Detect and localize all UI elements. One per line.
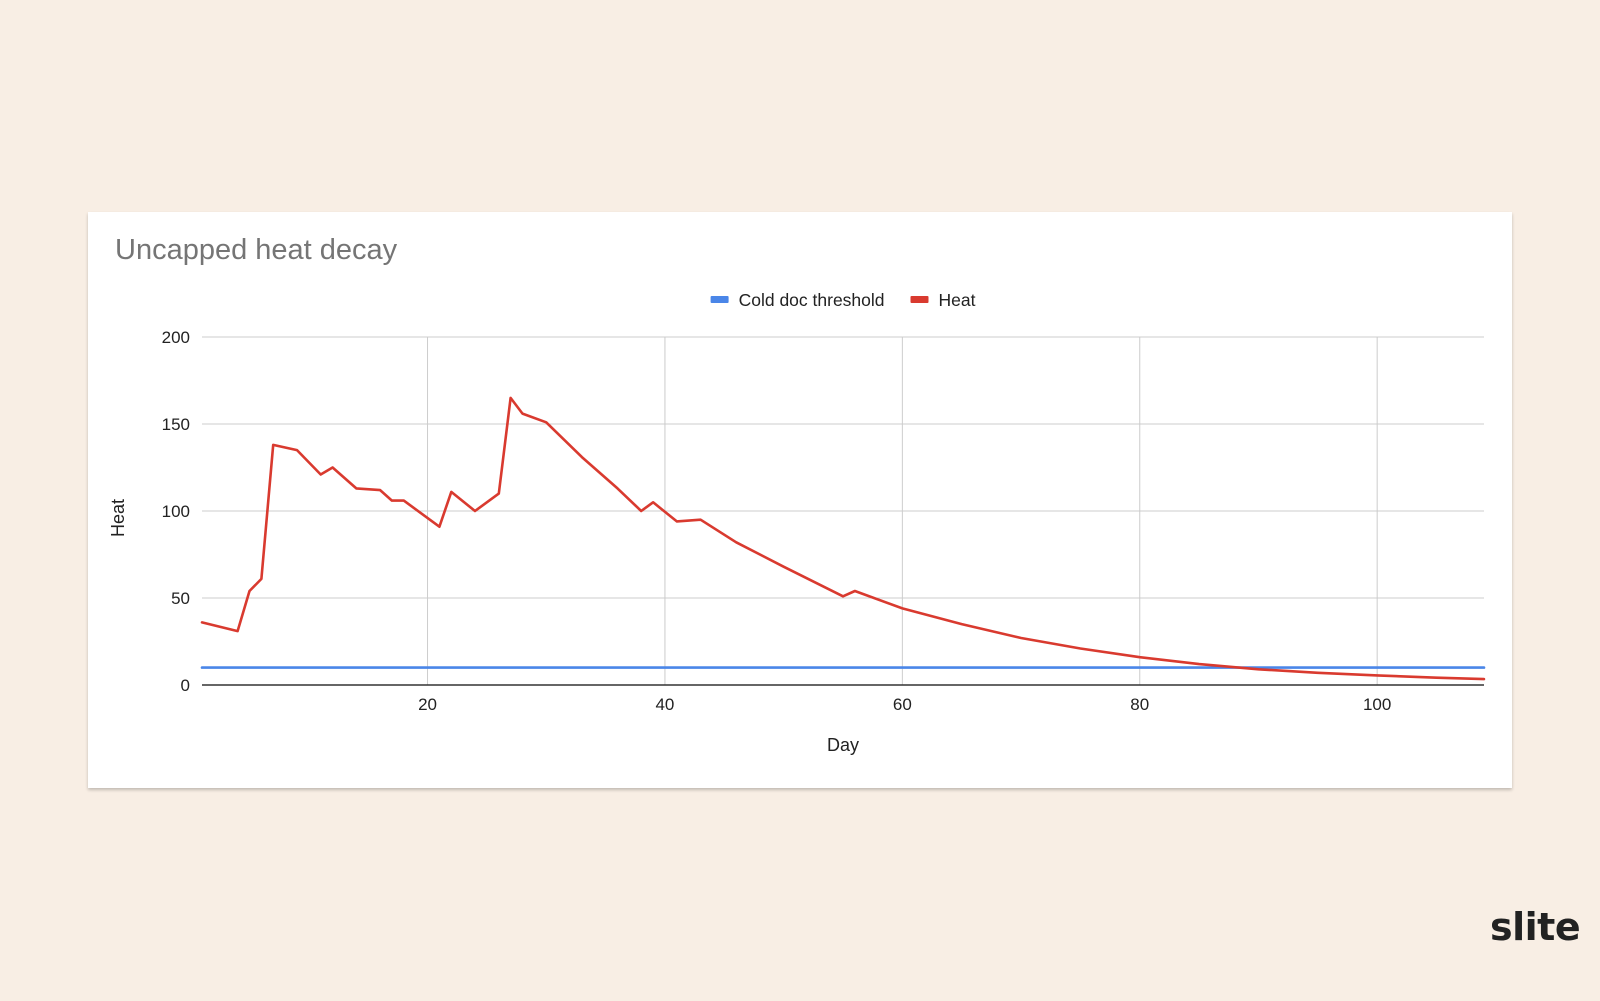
- grid-lines: [202, 336, 1484, 685]
- x-axis-label: Day: [827, 735, 859, 755]
- series-line-heat: [200, 396, 1486, 681]
- legend: Cold doc threshold Heat: [710, 290, 976, 310]
- chart-card: Uncapped heat decay 0 50 100 150 200 20 40 60 80…: [88, 212, 1512, 788]
- x-tick-label: 40: [655, 695, 674, 714]
- x-tick-label: 80: [1130, 695, 1149, 714]
- y-tick-label: 200: [162, 328, 190, 347]
- x-tick-label: 20: [418, 695, 437, 714]
- series-lines: [200, 396, 1486, 681]
- y-tick-label: 100: [162, 502, 190, 521]
- legend-label-cold-doc-threshold: Cold doc threshold: [739, 290, 885, 310]
- line-chart: 0 50 100 150 200 20 40 60 80 100 Cold doc thresho…: [108, 290, 1486, 755]
- y-tick-label: 0: [181, 676, 190, 695]
- slite-logo: slite: [1490, 905, 1581, 949]
- axes: 0 50 100 150 200 20 40 60 80 100: [162, 328, 1484, 714]
- y-tick-label: 150: [162, 415, 190, 434]
- legend-swatch-heat: [910, 296, 929, 303]
- x-tick-label: 60: [893, 695, 912, 714]
- x-tick-label: 100: [1363, 695, 1391, 714]
- y-axis-label: Heat: [108, 499, 128, 537]
- chart-title: Uncapped heat decay: [115, 234, 398, 266]
- legend-item-heat: Heat: [910, 290, 976, 310]
- legend-item-cold-doc-threshold: Cold doc threshold: [710, 290, 885, 310]
- legend-swatch-cold-doc-threshold: [710, 296, 729, 303]
- legend-label-heat: Heat: [939, 290, 976, 310]
- y-tick-label: 50: [171, 589, 190, 608]
